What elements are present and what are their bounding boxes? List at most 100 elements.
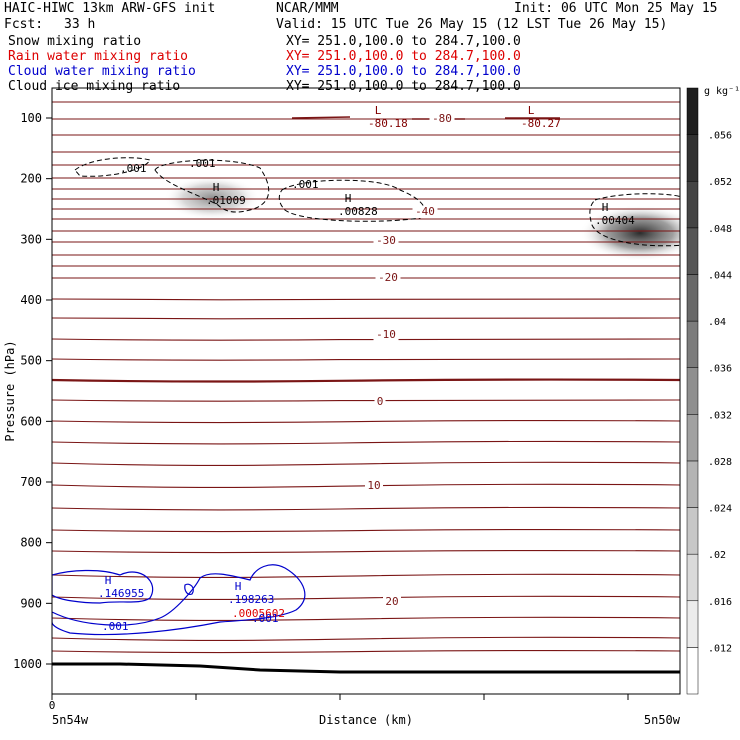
isotherm-label: 10 [367, 479, 380, 492]
init-time: Init: 06 UTC Mon 25 May 15 [514, 1, 718, 16]
cloud-water-contours [52, 564, 306, 636]
colorbar-unit: g kg⁻¹ [704, 86, 740, 97]
cloud-water-contour-1 [52, 569, 154, 604]
colorbar-tick-label: .048 [708, 224, 732, 235]
y-tick-label: 400 [20, 293, 42, 307]
isotherm-label: 20 [385, 595, 398, 608]
extremum-value: -80.27 [521, 117, 561, 130]
isotherm-label: 0 [377, 395, 384, 408]
contour-label: .001 [189, 157, 216, 170]
field-snow-name: Snow mixing ratio [8, 34, 142, 49]
isotherm-line [52, 317, 680, 320]
cloud-ice-contour-1 [74, 157, 151, 177]
x-tick-label-start: 0 [49, 699, 56, 712]
colorbar-bin [686, 414, 699, 462]
contour-label: .001 [120, 162, 147, 175]
colorbar-tick-label: .024 [708, 504, 732, 515]
colorbar-bin [686, 180, 699, 229]
isotherm-line [52, 649, 680, 654]
isotherm-label-bg [412, 206, 438, 218]
extremum-marker: L [528, 104, 535, 117]
field-snow-xy: XY= 251.0,100.0 to 284.7,100.0 [286, 34, 521, 49]
colorbar-tick-label: .04 [708, 317, 726, 328]
y-tick-label: 1000 [13, 657, 42, 671]
isotherm-line [52, 573, 680, 578]
cloud-water-contour-3 [184, 583, 194, 595]
colorbar-tick-label: .044 [708, 270, 732, 281]
y-tick-label: 200 [20, 172, 42, 186]
isotherm-labels: -80 -40 -30 -20 -10 0 10 20 [365, 112, 455, 608]
isotherm-line [52, 616, 680, 621]
field-cloudice-name: Cloud ice mixing ratio [8, 79, 181, 94]
colorbar-bin [686, 320, 699, 368]
extremum-marker: H [213, 181, 220, 194]
extremum-value: .00828 [338, 205, 378, 218]
contour-label: .001 [102, 620, 129, 633]
isotherm-line [52, 419, 680, 424]
colorbar-tick-label: .056 [708, 131, 732, 142]
colorbar-tick-label: .028 [708, 457, 732, 468]
isotherm-label-bg [374, 396, 386, 408]
x-tick-label-right: 5n50w [644, 713, 681, 727]
colorbar-bin [686, 460, 699, 508]
isotherm-line [52, 461, 680, 466]
isotherm-line [52, 399, 680, 402]
x-tick-label-left: 5n54w [52, 713, 89, 727]
colorbar-tick-label: .012 [708, 643, 732, 654]
colorbar-bin [686, 647, 699, 695]
extrema-labels: L-80.18L-80.27H.01009 H.00828 H.00404H.146… [98, 104, 635, 633]
isotherm-line [52, 483, 680, 488]
isotherm-label: -40 [415, 205, 435, 218]
plot-frame [51, 87, 681, 695]
org-label: NCAR/MMM [276, 1, 339, 16]
field-cloudice-xy: XY= 251.0,100.0 to 284.7,100.0 [286, 79, 521, 94]
isotherm-label-bg [373, 329, 399, 341]
isotherm-line [52, 528, 680, 533]
extremum-value: .00404 [595, 214, 635, 227]
extremum-value: -80.18 [368, 117, 408, 130]
isotherm-line [52, 338, 680, 341]
isotherm-label-bg [365, 480, 383, 492]
colorbar-tick-label: .02 [708, 550, 726, 561]
isotherm-line [52, 298, 680, 301]
extremum-marker: H [105, 574, 112, 587]
y-tick-label: 300 [20, 232, 42, 246]
valid-time: Valid: 15 UTC Tue 26 May 15 (12 LST Tue … [276, 17, 668, 32]
colorbar-bin [686, 367, 699, 415]
colorbar-bin [686, 87, 699, 135]
cloud-ice-contour-2 [154, 159, 270, 213]
field-cloudwater-xy: XY= 251.0,100.0 to 284.7,100.0 [286, 64, 521, 79]
plot-area [52, 101, 680, 674]
cloud-water-contour-2 [52, 564, 306, 636]
isotherm-label: -30 [376, 234, 396, 247]
isotherm-line [52, 358, 680, 361]
isotherm-line [52, 636, 680, 641]
fcst-value: 33 h [64, 17, 96, 32]
colorbar-tick-label: .036 [708, 364, 732, 375]
y-tick-label: 600 [20, 414, 42, 428]
extremum-value: .0005602 [232, 607, 285, 620]
x-axis-title: Distance (km) [319, 713, 413, 727]
colorbar-tick-label: .032 [708, 410, 732, 421]
field-rain-xy: XY= 251.0,100.0 to 284.7,100.0 [286, 49, 521, 64]
colorbar-bin [686, 507, 699, 555]
contour-label: .001 [292, 178, 319, 191]
cloud-ice-contour-4 [589, 193, 680, 247]
colorbar-bin [686, 134, 699, 182]
pressure-axis: 100 200 300 400 500 600 700 800 900 1000 Pressure … [3, 111, 52, 671]
isotherm-label-bg [383, 596, 401, 608]
colorbar-bin [686, 553, 699, 602]
extremum-marker: L [375, 104, 382, 117]
isotherm-label-bg [429, 113, 455, 125]
colorbar-tick-label: .052 [708, 177, 732, 188]
colorbar: .012 .016 .02 .024 .028 .032 .036 .04 .044 .048 .0… [686, 86, 740, 695]
fcst-label: Fcst: [4, 17, 44, 32]
isotherm-label-bg [375, 272, 401, 284]
extremum-value: .146955 [98, 587, 144, 600]
terrain-surface-line [52, 662, 680, 674]
colorbar-tick-label: .016 [708, 597, 732, 608]
isotherm-label-bg [373, 235, 399, 247]
colorbar-bin [686, 227, 699, 275]
extremum-value: .198263 [228, 593, 274, 606]
